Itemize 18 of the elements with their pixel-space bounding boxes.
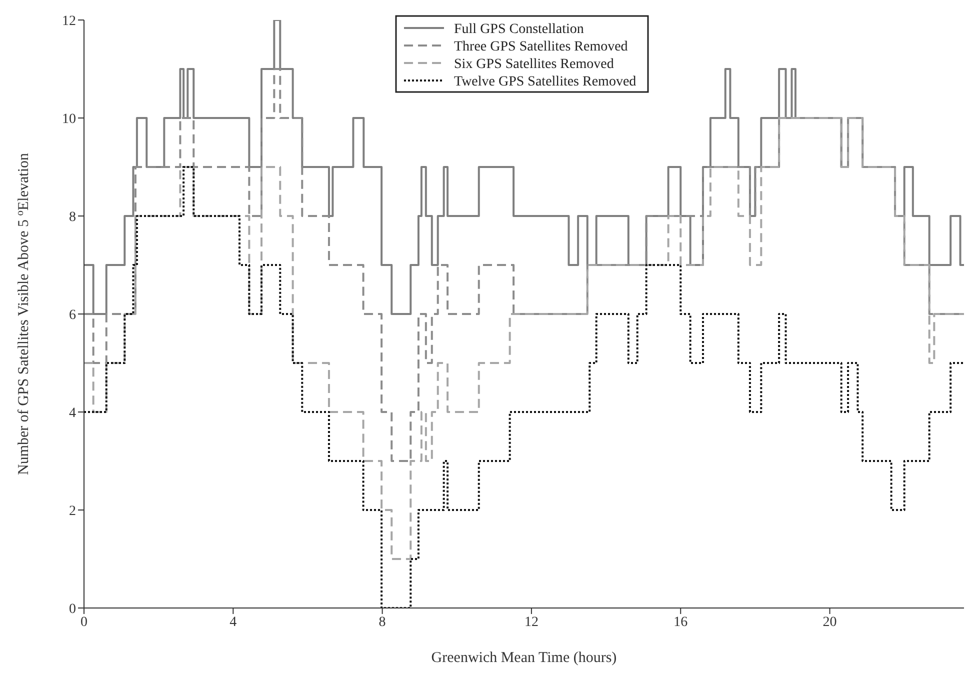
- y-tick-label: 8: [69, 210, 76, 225]
- x-tick-label: 16: [674, 614, 688, 630]
- y-tick-label: 4: [69, 406, 76, 421]
- x-tick-label: 12: [524, 614, 538, 630]
- x-axis-title: Greenwich Mean Time (hours): [431, 650, 617, 666]
- x-tick-label: 20: [822, 614, 837, 630]
- y-tick-label: 12: [62, 14, 76, 29]
- y-tick-label: 0: [69, 602, 76, 617]
- y-tick-label: 2: [69, 504, 76, 519]
- legend-label: Six GPS Satellites Removed: [454, 57, 614, 72]
- legend-label: Twelve GPS Satellites Removed: [454, 74, 636, 90]
- legend-label: Full GPS Constellation: [454, 22, 584, 37]
- legend-label: Three GPS Satellites Removed: [454, 40, 628, 54]
- y-tick-label: 6: [69, 308, 76, 323]
- x-tick-label: 8: [378, 614, 386, 630]
- x-tick-label: 4: [230, 614, 237, 630]
- y-tick-label: 10: [62, 112, 76, 127]
- x-tick-label: 0: [80, 614, 88, 630]
